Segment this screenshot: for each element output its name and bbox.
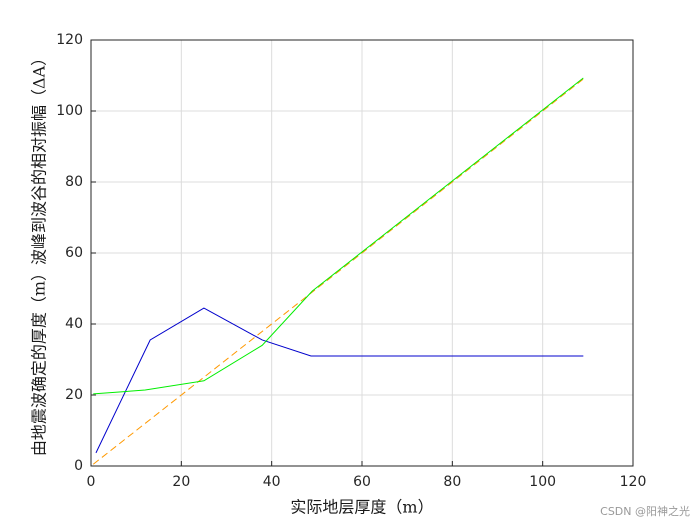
x-tick-label: 0: [87, 474, 96, 490]
watermark: CSDN @阳神之光: [600, 504, 690, 518]
x-tick-label: 120: [620, 474, 647, 490]
x-tick-label: 40: [263, 474, 281, 490]
y-tick-label: 60: [65, 245, 83, 261]
x-tick-label: 20: [172, 474, 190, 490]
x-axis-label: 实际地层厚度（m）: [290, 498, 433, 517]
data-line: [95, 307, 584, 454]
y-tick-label: 20: [65, 387, 83, 403]
y-tick-label: 0: [74, 458, 83, 474]
data-line: [93, 77, 584, 395]
y-tick-label: 80: [65, 174, 83, 190]
y-tick-label: 40: [65, 316, 83, 332]
plot-frame: [90, 39, 634, 467]
y-tick-label: 100: [56, 103, 83, 119]
x-tick-label: 100: [529, 474, 556, 490]
x-tick-label: 80: [443, 474, 461, 490]
y-tick-label: 120: [56, 32, 83, 48]
y-axis-label: 由地震波确定的厚度（m）波峰到波谷的相对振幅（ΔA）: [30, 50, 49, 456]
x-tick-label: 60: [353, 474, 371, 490]
data-line: [92, 78, 584, 465]
